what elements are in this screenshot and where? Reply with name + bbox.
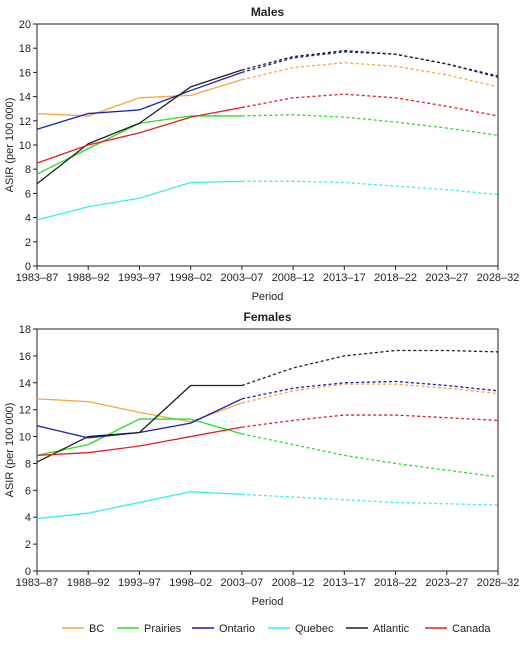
females-series-quebec-projected-line	[241, 493, 499, 506]
males-series-ontario-observed-line	[36, 71, 243, 130]
females-series-bc-observed-line	[36, 398, 243, 423]
males-y-tick-label: 10	[19, 140, 31, 152]
females-chart: Females 0 2 4 6 8 10 12 14 16 18 1983–87 1988–92 1993…	[4, 310, 519, 608]
males-x-tick-label: 2028–32	[477, 272, 520, 284]
males-y-tick-label: 4	[25, 213, 31, 225]
males-series-atlantic-observed-line	[36, 69, 243, 185]
females-y-tick-label: 2	[25, 539, 31, 551]
females-x-tick-label: 1998–02	[169, 577, 212, 589]
females-series-ontario-projected-line	[241, 380, 499, 400]
males-y-tick-label: 2	[25, 237, 31, 249]
males-x-tick-label: 2003–07	[220, 272, 263, 284]
females-x-axis-label: Period	[252, 596, 284, 608]
males-y-tick-label: 14	[19, 92, 31, 104]
females-y-tick-label: 18	[19, 324, 31, 336]
males-series-prairies-projected-line	[241, 114, 499, 136]
females-y-tick-label: 0	[25, 566, 31, 578]
legend: BC Prairies Ontario Quebec Atlantic Canada	[62, 623, 491, 635]
females-plot-frame	[36, 328, 499, 572]
males-series-canada-projected-line	[241, 93, 499, 117]
males-x-tick-label: 1983–87	[16, 272, 59, 284]
legend-item-prairies-label: Prairies	[144, 623, 182, 635]
males-x-tick-label: 2008–12	[272, 272, 315, 284]
females-y-tick-label: 14	[19, 378, 31, 390]
females-x-tick-label: 2018–22	[374, 577, 417, 589]
males-y-tick-label: 6	[25, 188, 31, 200]
females-series-canada-observed-line	[36, 426, 243, 457]
males-y-tick-label: 16	[19, 67, 31, 79]
females-y-tick-label: 6	[25, 485, 31, 497]
males-x-tick-label: 2013–17	[323, 272, 366, 284]
males-series-quebec-projected-line	[241, 180, 499, 196]
males-series-prairies-observed-line	[36, 115, 242, 175]
females-chart-title: Females	[243, 310, 291, 324]
males-y-axis-label: ASIR (per 100 000)	[4, 98, 16, 193]
females-y-tick-label: 12	[19, 405, 31, 417]
males-x-axis-label: Period	[252, 291, 284, 303]
females-y-tick-label: 4	[25, 512, 31, 524]
males-series-ontario-projected-line	[241, 51, 499, 77]
legend-item-ontario-label: Ontario	[219, 623, 255, 635]
females-x-tick-label: 2008–12	[272, 577, 315, 589]
legend-item-canada-label: Canada	[452, 623, 491, 635]
females-y-tick-label: 8	[25, 458, 31, 470]
males-x-tick-label: 2018–22	[374, 272, 417, 284]
females-series-atlantic-observed-line	[36, 384, 242, 463]
females-x-tick-label: 1983–87	[16, 577, 59, 589]
males-y-tick-label: 0	[25, 261, 31, 273]
females-y-axis-label: ASIR (per 100 000)	[4, 403, 16, 498]
females-series-prairies-observed-line	[36, 418, 243, 457]
males-x-tick-label: 2023–27	[425, 272, 468, 284]
females-x-tick-label: 1993–97	[118, 577, 161, 589]
females-y-tick-label: 10	[19, 432, 31, 444]
females-series-atlantic-projected-line	[241, 349, 499, 387]
males-y-tick-label: 18	[19, 43, 31, 55]
males-series-canada-observed-line	[36, 106, 243, 164]
females-series-bc-projected-line	[241, 383, 499, 404]
males-x-tick-label: 1993–97	[118, 272, 161, 284]
males-series-quebec-observed-line	[36, 180, 242, 221]
females-x-tick-label: 2028–32	[477, 577, 520, 589]
males-y-tick-label: 20	[19, 19, 31, 31]
females-x-tick-label: 2013–17	[323, 577, 366, 589]
females-series-quebec-observed-line	[36, 491, 242, 520]
females-series-prairies-projected-line	[241, 433, 499, 478]
males-series-bc-projected-line	[241, 62, 499, 88]
males-chart: Males 0 2 4 6 8 10 12 14 16 18 20 1983–87 1988–92 1993…	[4, 5, 519, 303]
females-y-tick-label: 16	[19, 351, 31, 363]
males-series-atlantic-projected-line	[241, 49, 499, 78]
females-x-tick-label: 2003–07	[220, 577, 263, 589]
males-y-tick-label: 8	[25, 164, 31, 176]
males-series-bc-observed-line	[36, 79, 243, 117]
males-chart-title: Males	[251, 5, 285, 19]
legend-item-bc-label: BC	[89, 623, 104, 635]
legend-item-atlantic-label: Atlantic	[373, 623, 410, 635]
females-x-tick-label: 1988–92	[67, 577, 110, 589]
males-x-tick-label: 1988–92	[67, 272, 110, 284]
females-x-tick-label: 2023–27	[425, 577, 468, 589]
males-x-tick-label: 1998–02	[169, 272, 212, 284]
females-series-canada-projected-line	[241, 414, 499, 428]
males-y-tick-label: 12	[19, 116, 31, 128]
legend-item-quebec-label: Quebec	[295, 623, 334, 635]
